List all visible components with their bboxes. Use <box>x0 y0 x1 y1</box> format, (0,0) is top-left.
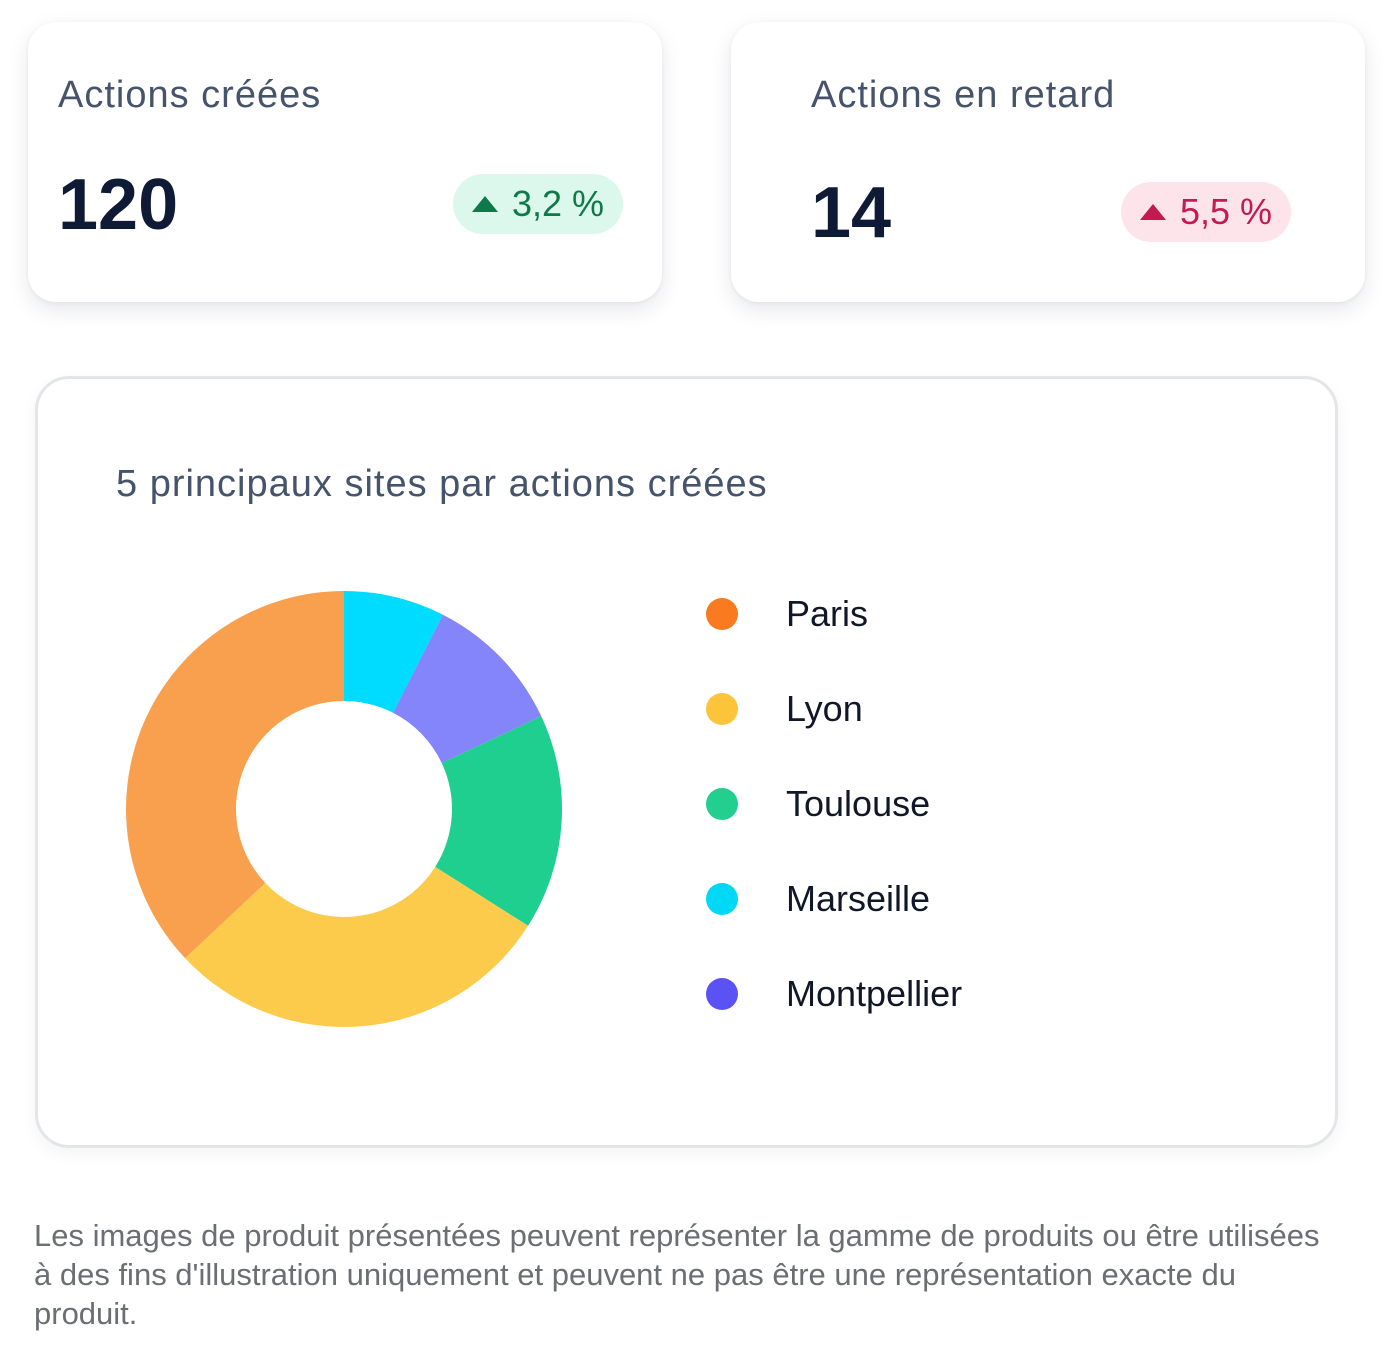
chart-title: 5 principaux sites par actions créées <box>116 463 768 505</box>
donut-slice-montpellier[interactable] <box>393 614 542 764</box>
legend-label: Toulouse <box>786 783 931 824</box>
kpi-card-actions-created: Actions créées 120 3,2 % <box>28 22 662 302</box>
kpi-value: 120 <box>58 165 179 245</box>
donut-slice-marseille[interactable] <box>344 591 443 713</box>
legend-item-paris[interactable]: Paris <box>706 589 868 639</box>
kpi-value: 14 <box>811 173 892 253</box>
legend-label: Paris <box>786 593 869 634</box>
legend-dot <box>706 598 738 630</box>
legend-label: Montpellier <box>786 973 963 1014</box>
legend-dot <box>706 978 738 1010</box>
donut-slice-lyon[interactable] <box>185 866 529 1027</box>
donut-slice-paris[interactable] <box>126 591 344 959</box>
legend-item-montpellier[interactable]: Montpellier <box>706 969 962 1019</box>
kpi-card-actions-late: Actions en retard 14 5,5 % <box>731 22 1365 302</box>
kpi-title: Actions créées <box>58 74 322 116</box>
kpi-title: Actions en retard <box>811 74 1116 116</box>
delta-value: 5,5 % <box>1179 191 1273 232</box>
chart-card-top-sites: 5 principaux sites par actions créées Pa… <box>35 376 1338 1148</box>
legend-dot <box>706 788 738 820</box>
legend-dot <box>706 693 738 725</box>
legend-item-marseille[interactable]: Marseille <box>706 874 930 924</box>
triangle-up-icon <box>1139 204 1166 220</box>
donut-chart <box>126 591 562 1027</box>
legend-label: Marseille <box>786 878 931 919</box>
disclaimer-text: Les images de produit présentées peuvent… <box>34 1218 1320 1331</box>
legend-dot <box>706 883 738 915</box>
delta-badge: 5,5 % <box>1121 182 1291 242</box>
delta-badge: 3,2 % <box>453 174 623 234</box>
delta-value: 3,2 % <box>511 183 605 224</box>
donut-slice-toulouse[interactable] <box>435 716 562 926</box>
legend-item-toulouse[interactable]: Toulouse <box>706 779 930 829</box>
legend-item-lyon[interactable]: Lyon <box>706 684 863 734</box>
triangle-up-icon <box>471 196 498 212</box>
legend-label: Lyon <box>786 688 863 729</box>
